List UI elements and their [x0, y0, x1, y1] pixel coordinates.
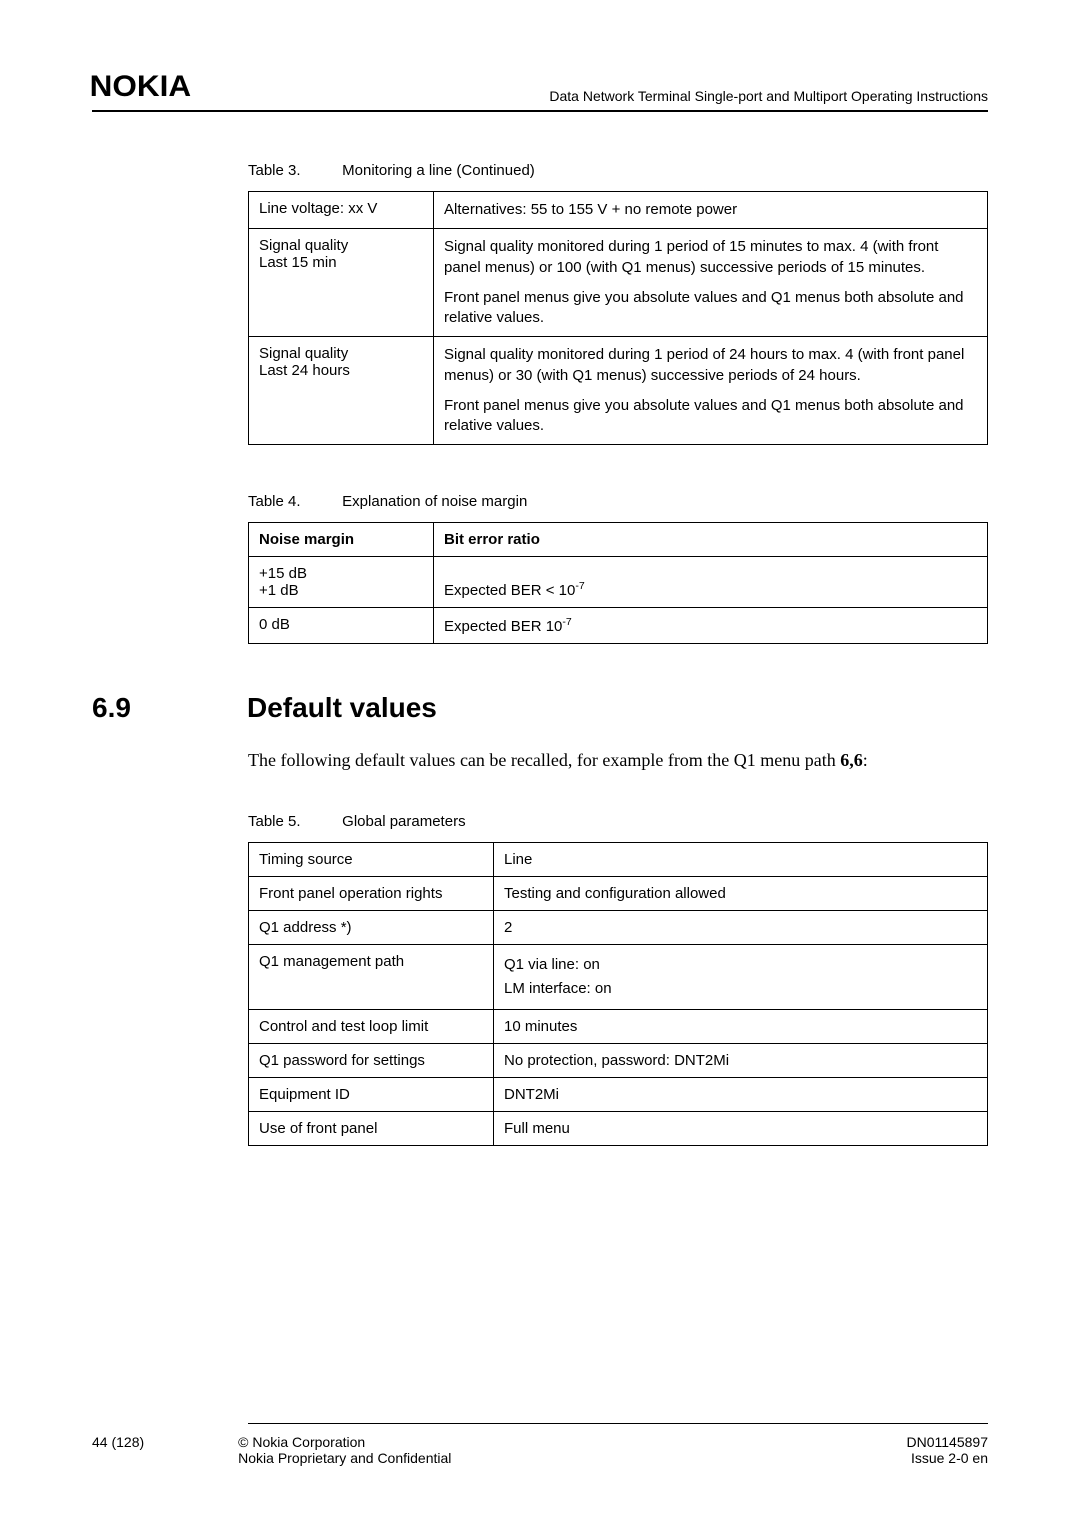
cell-text: Expected BER 10	[444, 618, 562, 635]
table-header-row: Noise margin Bit error ratio	[249, 523, 988, 557]
cell: Line voltage: xx V	[249, 192, 434, 229]
table-row: Use of front panelFull menu	[249, 1111, 988, 1145]
table-row: Control and test loop limit10 minutes	[249, 1009, 988, 1043]
table-row: 0 dB Expected BER 10-7	[249, 608, 988, 644]
cell: Expected BER < 10-7	[434, 557, 988, 608]
table4-caption-txt: Explanation of noise margin	[342, 493, 527, 510]
table4-caption: Table 4. Explanation of noise margin	[248, 493, 988, 510]
cell: Q1 via line: on LM interface: on	[494, 944, 988, 1009]
cell-text: Front panel menus give you absolute valu…	[444, 288, 977, 329]
section-body: The following default values can be reca…	[248, 748, 988, 772]
body-text: The following default values can be reca…	[248, 750, 840, 770]
section-heading: 6.9 Default values	[92, 692, 988, 724]
section-title: Default values	[247, 692, 437, 724]
table5-caption-num: Table 5.	[248, 813, 338, 830]
body-bold: 6,6	[840, 750, 863, 770]
cell: Testing and configuration allowed	[494, 876, 988, 910]
copyright: © Nokia Corporation	[238, 1434, 906, 1450]
table-row: Signal quality Last 24 hours Signal qual…	[249, 337, 988, 445]
cell: Timing source	[249, 842, 494, 876]
section-number: 6.9	[92, 692, 247, 724]
cell: Alternatives: 55 to 155 V + no remote po…	[434, 192, 988, 229]
table-row: Signal quality Last 15 min Signal qualit…	[249, 229, 988, 337]
cell-text: Signal quality monitored during 1 period…	[444, 345, 977, 386]
col-header: Bit error ratio	[434, 523, 988, 557]
table4: Noise margin Bit error ratio +15 dB +1 d…	[248, 522, 988, 644]
cell: 0 dB	[249, 608, 434, 644]
cell-text: Signal quality monitored during 1 period…	[444, 237, 977, 278]
cell: Q1 password for settings	[249, 1043, 494, 1077]
cell: Expected BER 10-7	[434, 608, 988, 644]
superscript: -7	[575, 580, 584, 592]
issue-id: Issue 2-0 en	[907, 1450, 988, 1466]
cell: Line	[494, 842, 988, 876]
cell: Signal quality Last 24 hours	[249, 337, 434, 445]
cell: Q1 address *)	[249, 910, 494, 944]
table3: Line voltage: xx V Alternatives: 55 to 1…	[248, 191, 988, 445]
cell: Full menu	[494, 1111, 988, 1145]
cell: 10 minutes	[494, 1009, 988, 1043]
page-footer: 44 (128) © Nokia Corporation Nokia Propr…	[92, 1423, 988, 1466]
table-row: +15 dB +1 dB Expected BER < 10-7	[249, 557, 988, 608]
table4-caption-num: Table 4.	[248, 493, 338, 510]
doc-id: DN01145897	[907, 1434, 988, 1450]
cell-text: Front panel menus give you absolute valu…	[444, 396, 977, 437]
cell: Signal quality monitored during 1 period…	[434, 337, 988, 445]
cell: 2	[494, 910, 988, 944]
nokia-logo: NOKIA	[90, 70, 192, 104]
table3-caption-txt: Monitoring a line (Continued)	[342, 162, 535, 179]
superscript: -7	[562, 616, 571, 628]
cell: Signal quality Last 15 min	[249, 229, 434, 337]
page-number: 44 (128)	[92, 1434, 144, 1466]
body-text: :	[863, 750, 868, 770]
col-header: Noise margin	[249, 523, 434, 557]
cell-text: Expected BER < 10	[444, 582, 575, 599]
cell: Signal quality monitored during 1 period…	[434, 229, 988, 337]
cell: DNT2Mi	[494, 1077, 988, 1111]
page-header: NOKIA Data Network Terminal Single-port …	[92, 70, 988, 112]
table-row: Line voltage: xx V Alternatives: 55 to 1…	[249, 192, 988, 229]
cell: Front panel operation rights	[249, 876, 494, 910]
cell: Control and test loop limit	[249, 1009, 494, 1043]
cell: Use of front panel	[249, 1111, 494, 1145]
table5: Timing sourceLine Front panel operation …	[248, 842, 988, 1146]
table-row: Timing sourceLine	[249, 842, 988, 876]
table3-caption-num: Table 3.	[248, 162, 338, 179]
table-row: Q1 management pathQ1 via line: on LM int…	[249, 944, 988, 1009]
table-row: Front panel operation rightsTesting and …	[249, 876, 988, 910]
table-row: Equipment IDDNT2Mi	[249, 1077, 988, 1111]
table3-caption: Table 3. Monitoring a line (Continued)	[248, 162, 988, 179]
table5-caption-txt: Global parameters	[342, 813, 465, 830]
cell: +15 dB +1 dB	[249, 557, 434, 608]
cell-text: +1 dB	[259, 582, 423, 599]
table5-caption: Table 5. Global parameters	[248, 813, 988, 830]
footer-rule	[248, 1423, 988, 1424]
cell-text: +15 dB	[259, 565, 423, 582]
table-row: Q1 address *)2	[249, 910, 988, 944]
cell: Q1 management path	[249, 944, 494, 1009]
cell: Equipment ID	[249, 1077, 494, 1111]
table-row: Q1 password for settingsNo protection, p…	[249, 1043, 988, 1077]
cell-text: Alternatives: 55 to 155 V + no remote po…	[444, 200, 977, 220]
header-title: Data Network Terminal Single-port and Mu…	[549, 88, 988, 104]
cell: No protection, password: DNT2Mi	[494, 1043, 988, 1077]
confidential-notice: Nokia Proprietary and Confidential	[238, 1450, 906, 1466]
